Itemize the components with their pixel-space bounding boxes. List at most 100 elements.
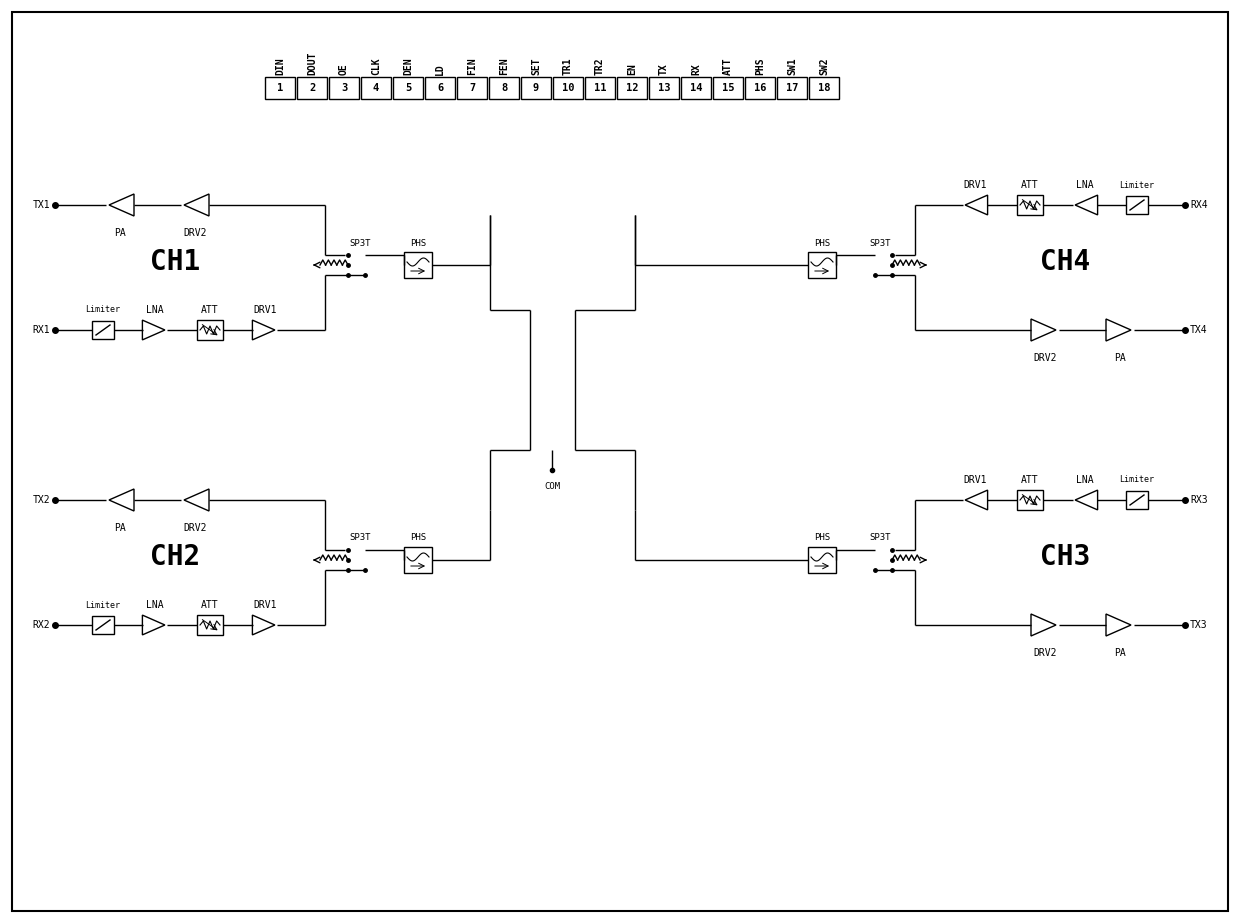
Text: TX1: TX1 [32, 200, 50, 210]
Text: DRV2: DRV2 [184, 523, 207, 533]
Text: TX4: TX4 [1190, 325, 1208, 335]
Text: CH1: CH1 [150, 248, 200, 276]
Text: SP3T: SP3T [350, 238, 371, 247]
Text: FIN: FIN [467, 57, 477, 75]
Text: 5: 5 [405, 83, 412, 93]
Text: LD: LD [435, 64, 445, 75]
Text: DRV2: DRV2 [1033, 648, 1056, 658]
Text: OE: OE [339, 64, 348, 75]
Text: SP3T: SP3T [869, 238, 890, 247]
Bar [1017, 195, 1043, 215]
Text: Limiter: Limiter [1120, 475, 1154, 485]
Bar [713, 77, 743, 99]
Bar [92, 321, 114, 339]
Text: CH2: CH2 [150, 543, 200, 571]
Text: 16: 16 [754, 83, 766, 93]
Text: COM: COM [544, 482, 560, 491]
Text: SET: SET [531, 57, 541, 75]
Text: RX: RX [691, 64, 701, 75]
Text: 12: 12 [626, 83, 639, 93]
Bar [1126, 491, 1148, 509]
Text: 2: 2 [309, 83, 315, 93]
Text: SW1: SW1 [787, 57, 797, 75]
Text: 11: 11 [594, 83, 606, 93]
Text: SP3T: SP3T [869, 533, 890, 543]
Text: DOUT: DOUT [308, 52, 317, 75]
Text: RX1: RX1 [32, 325, 50, 335]
Text: RX2: RX2 [32, 620, 50, 630]
Bar [681, 77, 711, 99]
Text: DRV2: DRV2 [1033, 353, 1056, 363]
Bar [361, 77, 391, 99]
Bar [585, 77, 615, 99]
Bar [425, 77, 455, 99]
Text: 13: 13 [657, 83, 671, 93]
Text: PA: PA [114, 523, 126, 533]
Bar [618, 77, 647, 99]
Text: DRV1: DRV1 [963, 475, 987, 485]
Bar [777, 77, 807, 99]
Text: PHS: PHS [410, 533, 427, 543]
Text: SW2: SW2 [818, 57, 830, 75]
Bar [404, 252, 432, 278]
Text: PA: PA [1114, 648, 1126, 658]
Bar [298, 77, 327, 99]
Text: SP3T: SP3T [350, 533, 371, 543]
Text: LNA: LNA [146, 600, 164, 610]
Bar [265, 77, 295, 99]
Bar [489, 77, 520, 99]
Bar [745, 77, 775, 99]
Text: 1: 1 [277, 83, 283, 93]
Text: PA: PA [1114, 353, 1126, 363]
Text: DRV1: DRV1 [963, 180, 987, 190]
Text: EN: EN [627, 64, 637, 75]
Text: 4: 4 [373, 83, 379, 93]
Bar [649, 77, 680, 99]
Text: DRV1: DRV1 [253, 600, 277, 610]
Text: DRV2: DRV2 [184, 228, 207, 238]
Text: LNA: LNA [146, 305, 164, 315]
Text: TX: TX [658, 64, 670, 75]
Text: RX3: RX3 [1190, 495, 1208, 505]
Text: 17: 17 [786, 83, 799, 93]
Bar [808, 547, 836, 573]
Text: 9: 9 [533, 83, 539, 93]
Bar [808, 77, 839, 99]
Text: Limiter: Limiter [1120, 181, 1154, 189]
Text: Limiter: Limiter [86, 306, 120, 315]
Text: ATT: ATT [201, 600, 218, 610]
Text: 15: 15 [722, 83, 734, 93]
Text: ATT: ATT [1022, 180, 1039, 190]
Text: TX2: TX2 [32, 495, 50, 505]
Text: PHS: PHS [755, 57, 765, 75]
Text: 14: 14 [689, 83, 702, 93]
Text: 7: 7 [469, 83, 475, 93]
Text: 10: 10 [562, 83, 574, 93]
Bar [197, 615, 223, 635]
Bar [808, 252, 836, 278]
Text: TR2: TR2 [595, 57, 605, 75]
Text: TR1: TR1 [563, 57, 573, 75]
Bar [197, 320, 223, 340]
Text: PHS: PHS [410, 238, 427, 247]
Bar [458, 77, 487, 99]
Text: CLK: CLK [371, 57, 381, 75]
Bar [1126, 196, 1148, 214]
Bar [329, 77, 360, 99]
Text: RX4: RX4 [1190, 200, 1208, 210]
Text: CH4: CH4 [1040, 248, 1090, 276]
Text: PA: PA [114, 228, 126, 238]
Text: ATT: ATT [201, 305, 218, 315]
Text: 3: 3 [341, 83, 347, 93]
Text: Limiter: Limiter [86, 601, 120, 609]
Text: CH3: CH3 [1040, 543, 1090, 571]
Bar [393, 77, 423, 99]
Text: DIN: DIN [275, 57, 285, 75]
Bar [553, 77, 583, 99]
Text: 18: 18 [817, 83, 831, 93]
Text: LNA: LNA [1076, 475, 1094, 485]
Text: TX3: TX3 [1190, 620, 1208, 630]
Text: ATT: ATT [1022, 475, 1039, 485]
Text: PHS: PHS [813, 533, 830, 543]
Text: DRV1: DRV1 [253, 305, 277, 315]
